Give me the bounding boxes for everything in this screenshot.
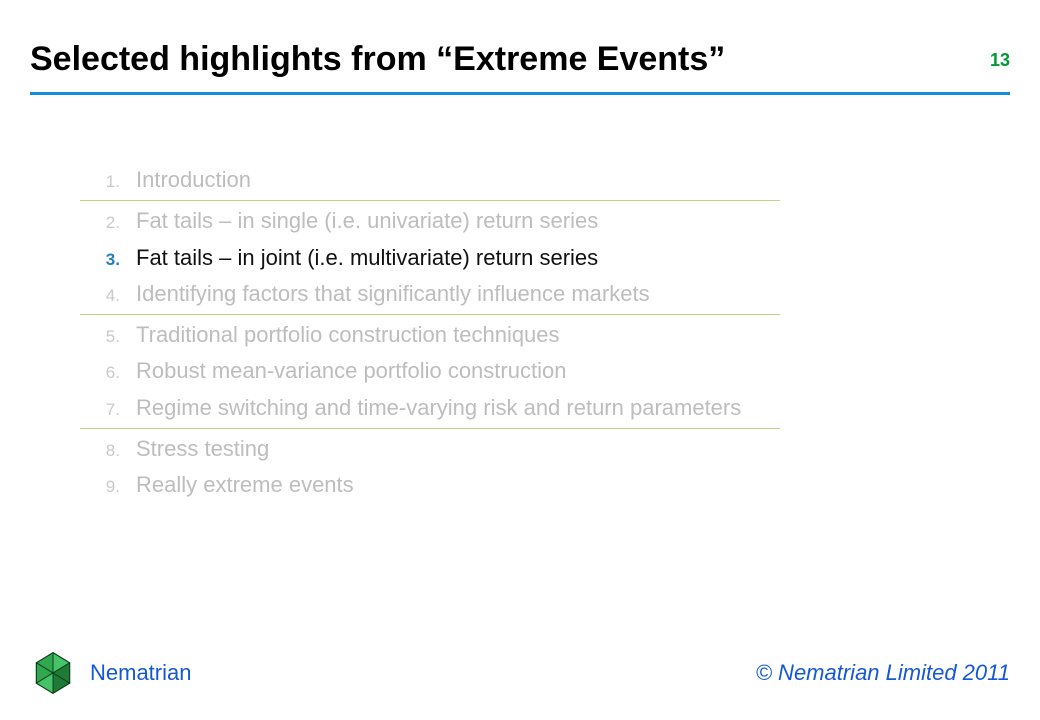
title-rule (30, 92, 1010, 95)
outline-item-number: 4 (80, 282, 120, 310)
outline-item-number: 1 (80, 168, 120, 196)
outline-item-text: Identifying factors that significantly i… (136, 276, 650, 312)
brand: Nematrian (30, 650, 191, 696)
outline-item: 7 Regime switching and time-varying risk… (80, 390, 960, 426)
outline-item-number: 3 (80, 246, 120, 274)
outline-item-text: Traditional portfolio construction techn… (136, 317, 560, 353)
section-divider (80, 428, 780, 429)
slide-title: Selected highlights from “Extreme Events… (30, 40, 1010, 79)
outline-item: 2 Fat tails – in single (i.e. univariate… (80, 203, 960, 239)
outline-item-text: Robust mean-variance portfolio construct… (136, 353, 566, 389)
slide-footer: Nematrian © Nematrian Limited 2011 (30, 650, 1010, 696)
outline-item-number: 9 (80, 473, 120, 501)
outline-item-text: Regime switching and time-varying risk a… (136, 390, 741, 426)
copyright-text: © Nematrian Limited 2011 (756, 660, 1010, 686)
outline-item-active: 3 Fat tails – in joint (i.e. multivariat… (80, 240, 960, 276)
brand-name: Nematrian (90, 660, 191, 686)
outline-item: 4 Identifying factors that significantly… (80, 276, 960, 312)
section-divider (80, 314, 780, 315)
outline-list: 1 Introduction 2 Fat tails – in single (… (80, 162, 960, 504)
section-divider (80, 200, 780, 201)
outline-item-number: 2 (80, 209, 120, 237)
outline-item-text: Introduction (136, 162, 251, 198)
outline-item-number: 5 (80, 323, 120, 351)
outline-item-number: 8 (80, 437, 120, 465)
outline-item-text: Fat tails – in single (i.e. univariate) … (136, 203, 598, 239)
outline-item: 1 Introduction (80, 162, 960, 198)
outline-item-text: Stress testing (136, 431, 269, 467)
page-number: 13 (990, 50, 1010, 71)
slide: Selected highlights from “Extreme Events… (0, 0, 1040, 720)
outline-item: 8 Stress testing (80, 431, 960, 467)
outline-item-text: Really extreme events (136, 467, 354, 503)
outline-item-text: Fat tails – in joint (i.e. multivariate)… (136, 240, 598, 276)
outline-item: 9 Really extreme events (80, 467, 960, 503)
brand-logo-icon (30, 650, 76, 696)
slide-header: Selected highlights from “Extreme Events… (30, 40, 1010, 79)
outline-item: 5 Traditional portfolio construction tec… (80, 317, 960, 353)
outline-item: 6 Robust mean-variance portfolio constru… (80, 353, 960, 389)
outline-item-number: 7 (80, 396, 120, 424)
outline-item-number: 6 (80, 359, 120, 387)
